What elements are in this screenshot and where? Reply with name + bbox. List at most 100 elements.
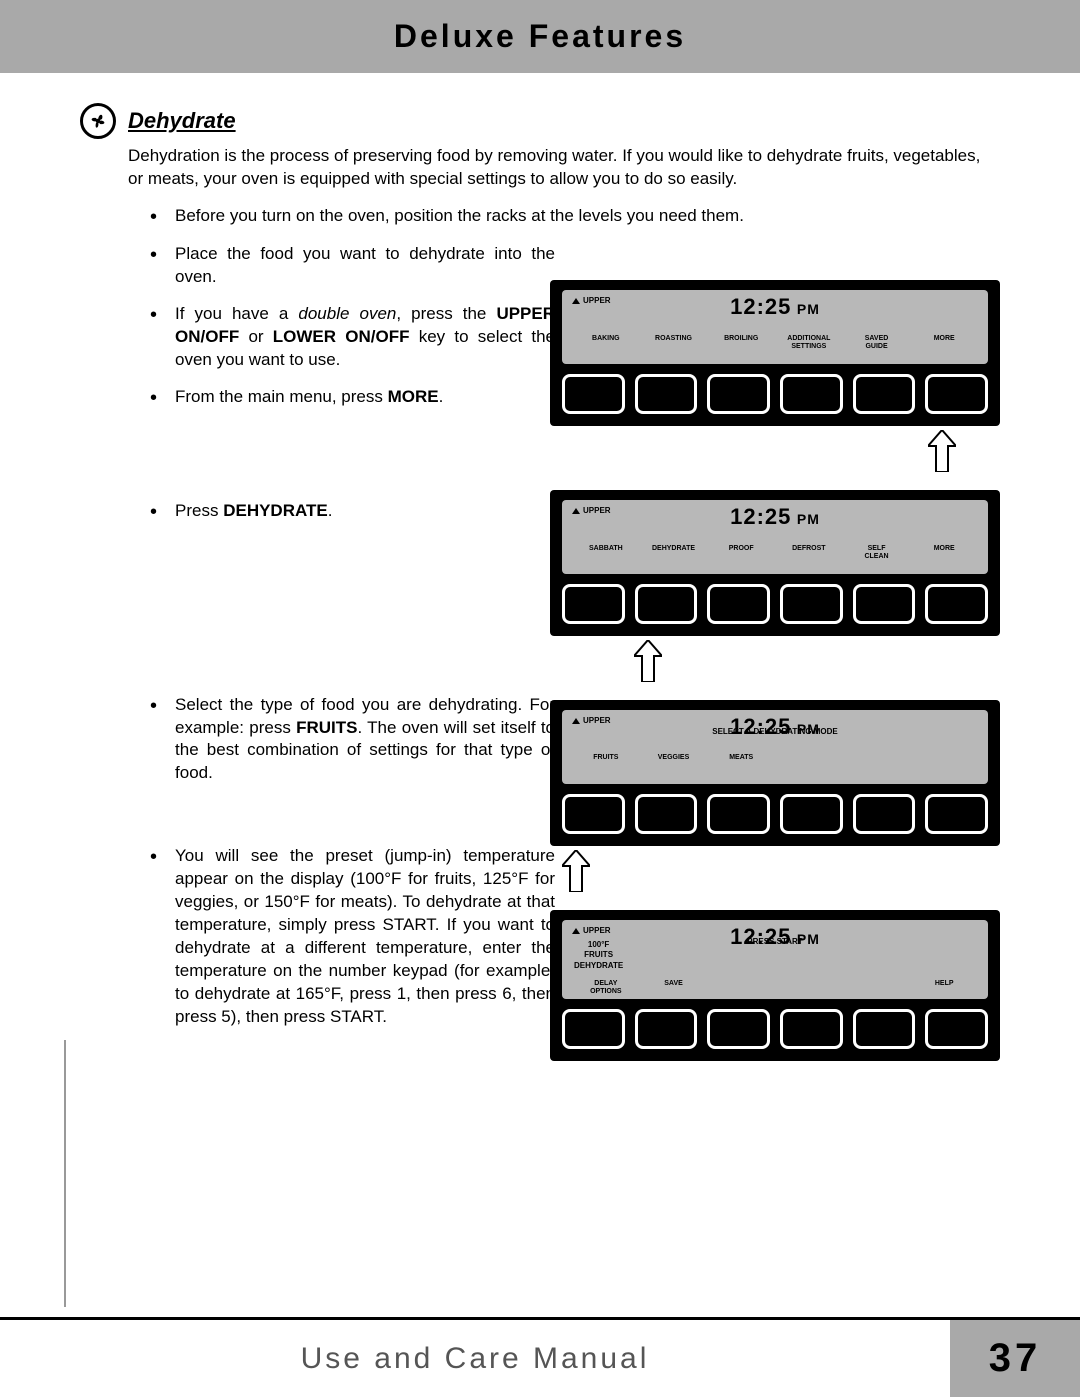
oven-button-2[interactable] <box>635 794 698 834</box>
oven-screen: UPPER 12:25 PM SELECT A DEHYDRATING MODE… <box>562 710 988 784</box>
t: OPTIONS <box>590 988 622 995</box>
upper-label: UPPER <box>583 716 611 725</box>
oven-button-6[interactable] <box>925 374 988 414</box>
t: Press <box>175 501 223 520</box>
menu-empty <box>843 980 911 995</box>
header-bar: Deluxe Features <box>0 0 1080 73</box>
time-hhmm: 12:25 <box>730 714 791 739</box>
oven-button-3[interactable] <box>707 1009 770 1049</box>
step-1: Before you turn on the oven, position th… <box>150 205 1000 229</box>
menu-delay-options: DELAYOPTIONS <box>572 980 640 995</box>
time-ampm: PM <box>797 301 820 317</box>
t: SETTINGS <box>791 343 826 350</box>
intro-text: Dehydration is the process of preserving… <box>128 145 1000 191</box>
button-row <box>562 374 988 414</box>
oven-button-6[interactable] <box>925 1009 988 1049</box>
menu-defrost: DEFROST <box>775 545 843 560</box>
upper-label: UPPER <box>583 296 611 305</box>
oven-button-1[interactable] <box>562 584 625 624</box>
oven-panel-3: UPPER 12:25 PM SELECT A DEHYDRATING MODE… <box>550 700 1000 846</box>
preset-mode: DEHYDRATE <box>574 961 623 971</box>
menu-empty <box>707 980 775 995</box>
preset-food: FRUITS <box>574 950 623 960</box>
oven-button-5[interactable] <box>853 374 916 414</box>
time-ampm: PM <box>797 511 820 527</box>
button-row <box>562 584 988 624</box>
oven-button-5[interactable] <box>853 1009 916 1049</box>
menu-help: HELP <box>910 980 978 995</box>
t: SAVED <box>865 335 889 342</box>
time-hhmm: 12:25 <box>730 294 791 319</box>
menu-roasting: ROASTING <box>640 335 708 350</box>
menu-more: MORE <box>910 545 978 560</box>
step-text: Before you turn on the oven, position th… <box>175 205 744 228</box>
arrow-up-icon <box>634 640 662 682</box>
step-text: Place the food you want to dehydrate int… <box>175 243 555 289</box>
oven-button-6[interactable] <box>925 794 988 834</box>
fan-icon <box>80 103 116 139</box>
oven-button-2[interactable] <box>635 584 698 624</box>
oven-button-4[interactable] <box>780 1009 843 1049</box>
menu-baking: BAKING <box>572 335 640 350</box>
upper-label: UPPER <box>583 506 611 515</box>
preset-temp: 100°F <box>574 940 623 950</box>
t: , press the <box>396 304 496 323</box>
step-text: Select the type of food you are dehydrat… <box>175 694 555 786</box>
menu-broiling: BROILING <box>707 335 775 350</box>
t: ADDITIONAL <box>787 335 830 342</box>
clock: 12:25 PM <box>730 714 820 740</box>
oven-button-1[interactable] <box>562 1009 625 1049</box>
menu-row: BAKING ROASTING BROILING ADDITIONALSETTI… <box>572 335 978 350</box>
footer-title: Use and Care Manual <box>0 1342 950 1376</box>
oven-button-1[interactable] <box>562 374 625 414</box>
oven-panel-4: UPPER 12:25 PM PRESS START 100°F FRUITS … <box>550 910 1000 1061</box>
oven-button-4[interactable] <box>780 374 843 414</box>
panel-4-block: UPPER 12:25 PM PRESS START 100°F FRUITS … <box>550 910 1000 1061</box>
oven-button-5[interactable] <box>853 584 916 624</box>
menu-empty <box>910 754 978 762</box>
left-margin-rule <box>64 1040 66 1307</box>
section-title: Dehydrate <box>128 108 236 134</box>
oven-button-4[interactable] <box>780 584 843 624</box>
t: FRUITS <box>296 718 357 737</box>
menu-empty <box>843 754 911 762</box>
t: From the main menu, press <box>175 387 388 406</box>
clock: 12:25 PM <box>730 504 820 530</box>
menu-veggies: VEGGIES <box>640 754 708 762</box>
t: SELF <box>868 545 886 552</box>
oven-button-5[interactable] <box>853 794 916 834</box>
triangle-up-icon <box>572 718 580 724</box>
clock: 12:25 PM <box>730 294 820 320</box>
panel-3-block: UPPER 12:25 PM SELECT A DEHYDRATING MODE… <box>550 700 1000 892</box>
t: or <box>239 327 273 346</box>
button-row <box>562 794 988 834</box>
triangle-up-icon <box>572 298 580 304</box>
oven-button-4[interactable] <box>780 794 843 834</box>
preset-stack: 100°F FRUITS DEHYDRATE <box>574 940 623 971</box>
triangle-up-icon <box>572 508 580 514</box>
oven-button-3[interactable] <box>707 374 770 414</box>
t: If you have a <box>175 304 298 323</box>
arrow-up-icon <box>928 430 956 472</box>
oven-button-3[interactable] <box>707 584 770 624</box>
menu-self-clean: SELFCLEAN <box>843 545 911 560</box>
oven-button-1[interactable] <box>562 794 625 834</box>
menu-save: SAVE <box>640 980 708 995</box>
menu-row: DELAYOPTIONS SAVE HELP <box>572 980 978 995</box>
panels-column: UPPER 12:25 PM BAKING ROASTING BROILING … <box>550 280 1000 1079</box>
triangle-up-icon <box>572 928 580 934</box>
menu-more: MORE <box>910 335 978 350</box>
oven-screen: UPPER 12:25 PM BAKING ROASTING BROILING … <box>562 290 988 364</box>
menu-meats: MEATS <box>707 754 775 762</box>
menu-empty <box>775 754 843 762</box>
oven-panel-2: UPPER 12:25 PM SABBATH DEHYDRATE PROOF D… <box>550 490 1000 636</box>
step-text: You will see the preset (jump-in) temper… <box>175 845 555 1029</box>
t: DELAY <box>594 980 617 987</box>
time-ampm: PM <box>797 721 820 737</box>
oven-button-2[interactable] <box>635 1009 698 1049</box>
oven-button-3[interactable] <box>707 794 770 834</box>
oven-button-6[interactable] <box>925 584 988 624</box>
oven-button-2[interactable] <box>635 374 698 414</box>
t: CLEAN <box>864 553 888 560</box>
panel-2-block: UPPER 12:25 PM SABBATH DEHYDRATE PROOF D… <box>550 490 1000 682</box>
